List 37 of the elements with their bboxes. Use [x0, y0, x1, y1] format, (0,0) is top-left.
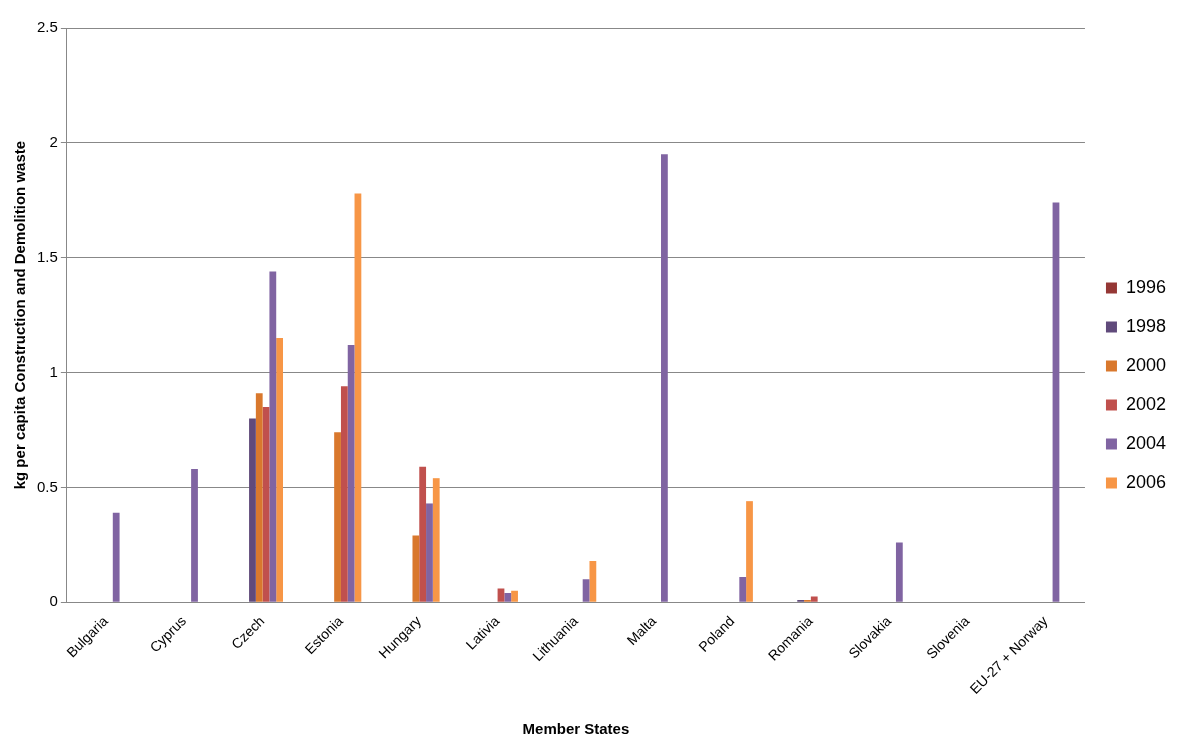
bar — [661, 154, 668, 602]
bar — [432, 478, 440, 602]
legend-label: 2004 — [1125, 432, 1166, 453]
y-tick-label: 1.5 — [36, 247, 58, 265]
bar — [334, 432, 341, 602]
y-tick-label: 2 — [49, 132, 58, 150]
bar — [269, 271, 277, 602]
bar — [419, 466, 427, 602]
bar — [191, 469, 198, 602]
x-axis-title: Member States — [522, 720, 630, 738]
bar — [582, 579, 590, 602]
bar — [746, 501, 753, 602]
bar — [497, 588, 505, 602]
bar — [340, 386, 348, 602]
bar — [276, 338, 283, 602]
bar — [249, 418, 256, 602]
bar — [255, 393, 263, 602]
bar — [112, 512, 120, 602]
bar — [511, 590, 518, 602]
legend-label: 1996 — [1125, 276, 1166, 297]
y-tick-label: 1 — [49, 362, 58, 380]
y-axis-title: kg per capita Construction and Demolition waste — [11, 140, 29, 490]
bar — [895, 542, 903, 602]
bar — [589, 560, 597, 602]
legend-label: 2000 — [1125, 354, 1166, 375]
bar — [412, 535, 420, 602]
bar — [426, 503, 433, 602]
legend-label: 1998 — [1125, 315, 1166, 336]
bar — [739, 576, 747, 602]
legend-label: 2006 — [1125, 471, 1166, 492]
bar — [347, 344, 355, 602]
legend-label: 2002 — [1125, 393, 1166, 414]
bar — [504, 593, 512, 602]
y-tick-label: 0.5 — [36, 477, 58, 495]
y-tick-label: 0 — [49, 592, 58, 610]
bar — [810, 596, 818, 602]
y-tick-label: 2.5 — [36, 18, 58, 36]
